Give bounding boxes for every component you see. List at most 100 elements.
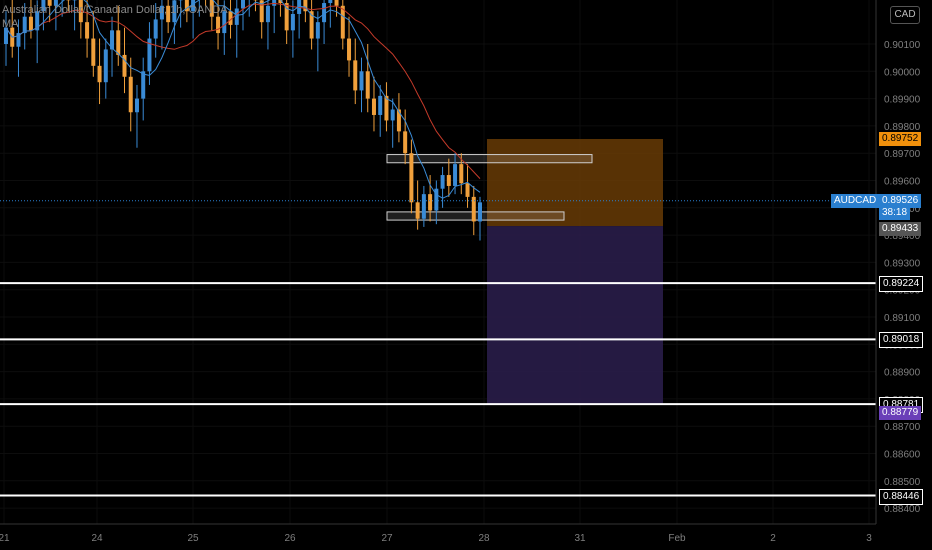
candle-body [409,153,414,203]
price-tick-label: 0.90000 [884,67,921,78]
candle-body [303,0,308,12]
time-tick-label: 27 [381,533,393,544]
stop-price-tag: 0.89752 [879,132,922,146]
candle-body [128,76,133,113]
candle-body [134,98,139,113]
candle-body [166,5,171,23]
candle-body [403,131,408,154]
candle-body [241,0,245,9]
take-profit-zone [487,226,663,405]
candle-body [228,11,233,25]
price-tick-label: 0.89900 [884,95,921,106]
candle-body [471,196,476,222]
price-tick-label: 0.88500 [884,477,921,488]
candle-body [153,19,158,39]
price-tick-label: 0.88400 [884,504,921,515]
candle-body [265,5,270,23]
time-tick-label: 28 [478,533,490,544]
candle-body [434,188,439,211]
candle-body [234,8,239,25]
candle-body [284,3,289,31]
candle-body [353,60,358,91]
candle-body [359,71,364,91]
candle-body [28,16,33,31]
currency-badge[interactable]: CAD [890,6,920,24]
candle-body [209,0,214,17]
candle-body [103,49,108,83]
price-tick-label: 0.89700 [884,149,921,160]
price-tick-label: 0.88600 [884,450,921,461]
candle-body [371,98,376,115]
ma-fast-line [5,0,481,199]
candle-body [159,5,164,20]
candle-body [453,164,458,186]
candle-body [110,30,115,50]
time-tick-label: 31 [574,533,586,544]
candle-body [297,0,302,14]
ma-slow-line [5,2,481,179]
time-tick-label: 3 [866,533,872,544]
level-price-tag: 0.88446 [879,488,924,505]
time-tick-label: 24 [91,533,103,544]
candle-body [384,95,389,121]
price-tick-label: 0.89300 [884,258,921,269]
candle-body [365,71,370,99]
candle-body [85,22,90,39]
candle-body [440,175,445,189]
price-tick-label: 0.89100 [884,313,921,324]
level-price-tag: 0.89018 [879,332,924,349]
candle-body [347,38,352,61]
candle-body [22,16,27,34]
candle-body [122,54,127,77]
candle-body [259,0,264,23]
candle-body [334,0,339,6]
price-tick-label: 0.88700 [884,422,921,433]
target-price-tag: 0.88779 [879,405,922,420]
time-tick-label: Feb [668,533,686,544]
time-tick-label: 21 [0,533,10,544]
candle-body [322,3,327,23]
indicator-label: MA [2,18,19,30]
candle-body [328,0,333,4]
candle-body [415,202,420,219]
candle-body [421,194,426,219]
chart-title: Australian Dollar/Canadian Dollar, 1h, O… [2,4,228,16]
countdown-tag: 38:18 [879,205,911,220]
candle-body [184,0,189,12]
candle-body [390,109,395,121]
price-tick-label: 0.88900 [884,368,921,379]
candle-body [35,11,40,31]
current-price-tag: 0.89526 [879,193,922,208]
candle-body [309,11,314,39]
candle-body [396,109,401,132]
candle-body [4,27,8,44]
candle-body [465,183,470,197]
candle-body [428,194,433,211]
candle-body [191,0,196,12]
candle-body [278,0,283,4]
candle-body [315,22,320,39]
candle-body [459,164,464,184]
candle-body [272,0,277,6]
zone-box [386,154,593,164]
candle-body [147,38,152,72]
candle-body [478,202,482,222]
candle-body [116,30,121,55]
level-price-tag: 0.89224 [879,276,924,293]
price-tick-label: 0.90100 [884,40,921,51]
candle-body [97,65,102,83]
candle-body [53,0,58,6]
candle-body [47,0,52,6]
time-tick-label: 25 [187,533,199,544]
candle-body [340,5,345,39]
candle-body [378,95,383,115]
candle-body [222,11,227,34]
price-tick-label: 0.89400 [884,231,921,242]
price-tick-label: 0.89800 [884,122,921,133]
candle-body [446,175,451,186]
candle-body [141,71,146,99]
time-tick-label: 26 [284,533,296,544]
price-tick-label: 0.89600 [884,177,921,188]
time-tick-label: 2 [770,533,776,544]
